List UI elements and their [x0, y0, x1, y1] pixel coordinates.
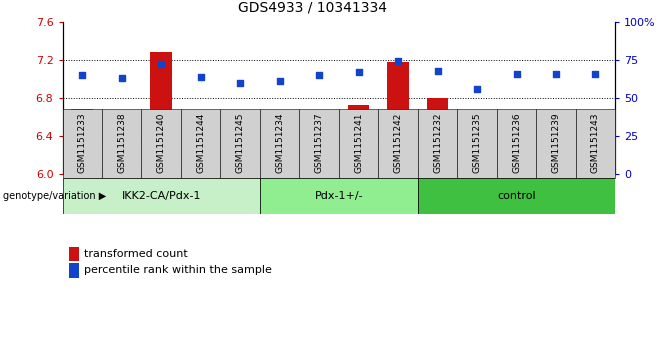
Bar: [387, 62, 409, 174]
Bar: [576, 109, 615, 178]
Bar: [347, 105, 370, 174]
Point: [235, 80, 245, 86]
Text: GSM1151234: GSM1151234: [275, 113, 284, 173]
Point: [353, 69, 364, 75]
Bar: [505, 112, 527, 174]
Text: transformed count: transformed count: [84, 249, 188, 259]
Bar: [150, 52, 172, 174]
Bar: [584, 112, 607, 174]
Text: GSM1151237: GSM1151237: [315, 113, 324, 173]
Text: genotype/variation ▶: genotype/variation ▶: [3, 191, 107, 201]
Bar: [339, 109, 378, 178]
Point: [195, 74, 206, 79]
Text: GSM1151241: GSM1151241: [354, 113, 363, 173]
Text: GSM1151239: GSM1151239: [551, 113, 561, 173]
Point: [314, 72, 324, 78]
Bar: [260, 109, 299, 178]
Text: GSM1151236: GSM1151236: [512, 113, 521, 173]
Point: [77, 72, 88, 78]
Bar: [111, 115, 132, 174]
Bar: [63, 178, 260, 214]
Text: percentile rank within the sample: percentile rank within the sample: [84, 265, 272, 276]
Text: GSM1151240: GSM1151240: [157, 113, 166, 173]
Bar: [418, 109, 457, 178]
Bar: [536, 109, 576, 178]
Text: GSM1151243: GSM1151243: [591, 113, 600, 173]
Point: [511, 71, 522, 77]
Point: [590, 71, 601, 77]
Bar: [308, 132, 330, 174]
Text: Pdx-1+/-: Pdx-1+/-: [315, 191, 363, 201]
Point: [274, 78, 285, 84]
Text: GSM1151245: GSM1151245: [236, 113, 245, 173]
Text: control: control: [497, 191, 536, 201]
Bar: [426, 98, 449, 174]
Bar: [457, 109, 497, 178]
Bar: [299, 109, 339, 178]
Bar: [378, 109, 418, 178]
Bar: [466, 167, 488, 174]
Bar: [545, 112, 567, 174]
Text: IKK2-CA/Pdx-1: IKK2-CA/Pdx-1: [122, 191, 201, 201]
Bar: [229, 143, 251, 174]
Bar: [418, 178, 615, 214]
Text: GDS4933 / 10341334: GDS4933 / 10341334: [238, 0, 387, 15]
Text: GSM1151232: GSM1151232: [433, 113, 442, 173]
Point: [432, 68, 443, 73]
Bar: [71, 110, 93, 174]
Point: [116, 75, 127, 81]
Bar: [269, 147, 291, 174]
Bar: [260, 178, 418, 214]
Bar: [63, 109, 102, 178]
Bar: [102, 109, 141, 178]
Bar: [497, 109, 536, 178]
Bar: [190, 132, 212, 174]
Point: [393, 58, 403, 64]
Text: GSM1151238: GSM1151238: [117, 113, 126, 173]
Bar: [181, 109, 220, 178]
Text: GSM1151235: GSM1151235: [472, 113, 482, 173]
Bar: [220, 109, 260, 178]
Point: [472, 86, 482, 92]
Point: [551, 71, 561, 77]
Text: GSM1151242: GSM1151242: [393, 113, 403, 173]
Bar: [141, 109, 181, 178]
Point: [156, 62, 166, 68]
Text: GSM1151233: GSM1151233: [78, 113, 87, 173]
Text: GSM1151244: GSM1151244: [196, 113, 205, 173]
